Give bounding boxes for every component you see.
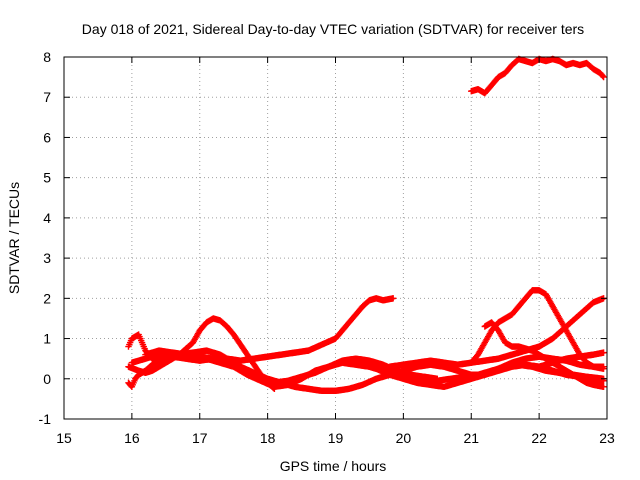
data-point <box>270 384 277 392</box>
data-point <box>600 365 607 372</box>
y-tick-label: 3 <box>43 250 51 266</box>
data-point <box>600 383 607 391</box>
x-tick-label: 20 <box>396 430 412 446</box>
x-tick-label: 18 <box>260 430 276 446</box>
x-tick-label: 19 <box>328 430 344 446</box>
x-tick-label: 21 <box>463 430 479 446</box>
x-tick-label: 17 <box>192 430 208 446</box>
y-tick-label: 6 <box>43 129 51 145</box>
y-tick-label: -1 <box>39 411 52 427</box>
x-tick-label: 22 <box>531 430 547 446</box>
chart-title: Day 018 of 2021, Sidereal Day-to-day VTE… <box>82 21 584 37</box>
y-tick-label: 7 <box>43 89 51 105</box>
data-point <box>434 375 441 382</box>
data-point <box>271 385 278 393</box>
y-tick-label: 2 <box>43 290 51 306</box>
tick-marks <box>63 56 608 420</box>
x-axis-label: GPS time / hours <box>280 458 387 474</box>
y-tick-label: 0 <box>43 371 51 387</box>
data-marks <box>125 55 607 395</box>
series-sat-j <box>481 319 607 391</box>
y-tick-label: 5 <box>43 170 51 186</box>
y-tick-labels: -1 0 1 2 3 4 5 6 7 8 <box>39 49 52 427</box>
x-tick-label: 16 <box>124 430 140 446</box>
series-sat-f <box>149 347 441 386</box>
data-point <box>600 349 607 356</box>
x-tick-label: 15 <box>56 430 72 446</box>
data-point <box>599 72 606 80</box>
x-tick-labels: 15 16 17 18 19 20 21 22 23 <box>56 430 615 446</box>
series-sat-l <box>468 55 607 97</box>
y-axis-label: SDTVAR / TECUs <box>6 182 22 294</box>
data-point <box>600 73 607 81</box>
grid <box>64 57 607 419</box>
series-sat-k <box>535 349 607 370</box>
data-point <box>389 295 397 302</box>
y-tick-label: 1 <box>43 331 51 347</box>
x-tick-label: 23 <box>599 430 615 446</box>
y-tick-label: 8 <box>43 49 51 65</box>
y-tick-label: 4 <box>43 210 51 226</box>
series-sat-e <box>142 347 607 395</box>
